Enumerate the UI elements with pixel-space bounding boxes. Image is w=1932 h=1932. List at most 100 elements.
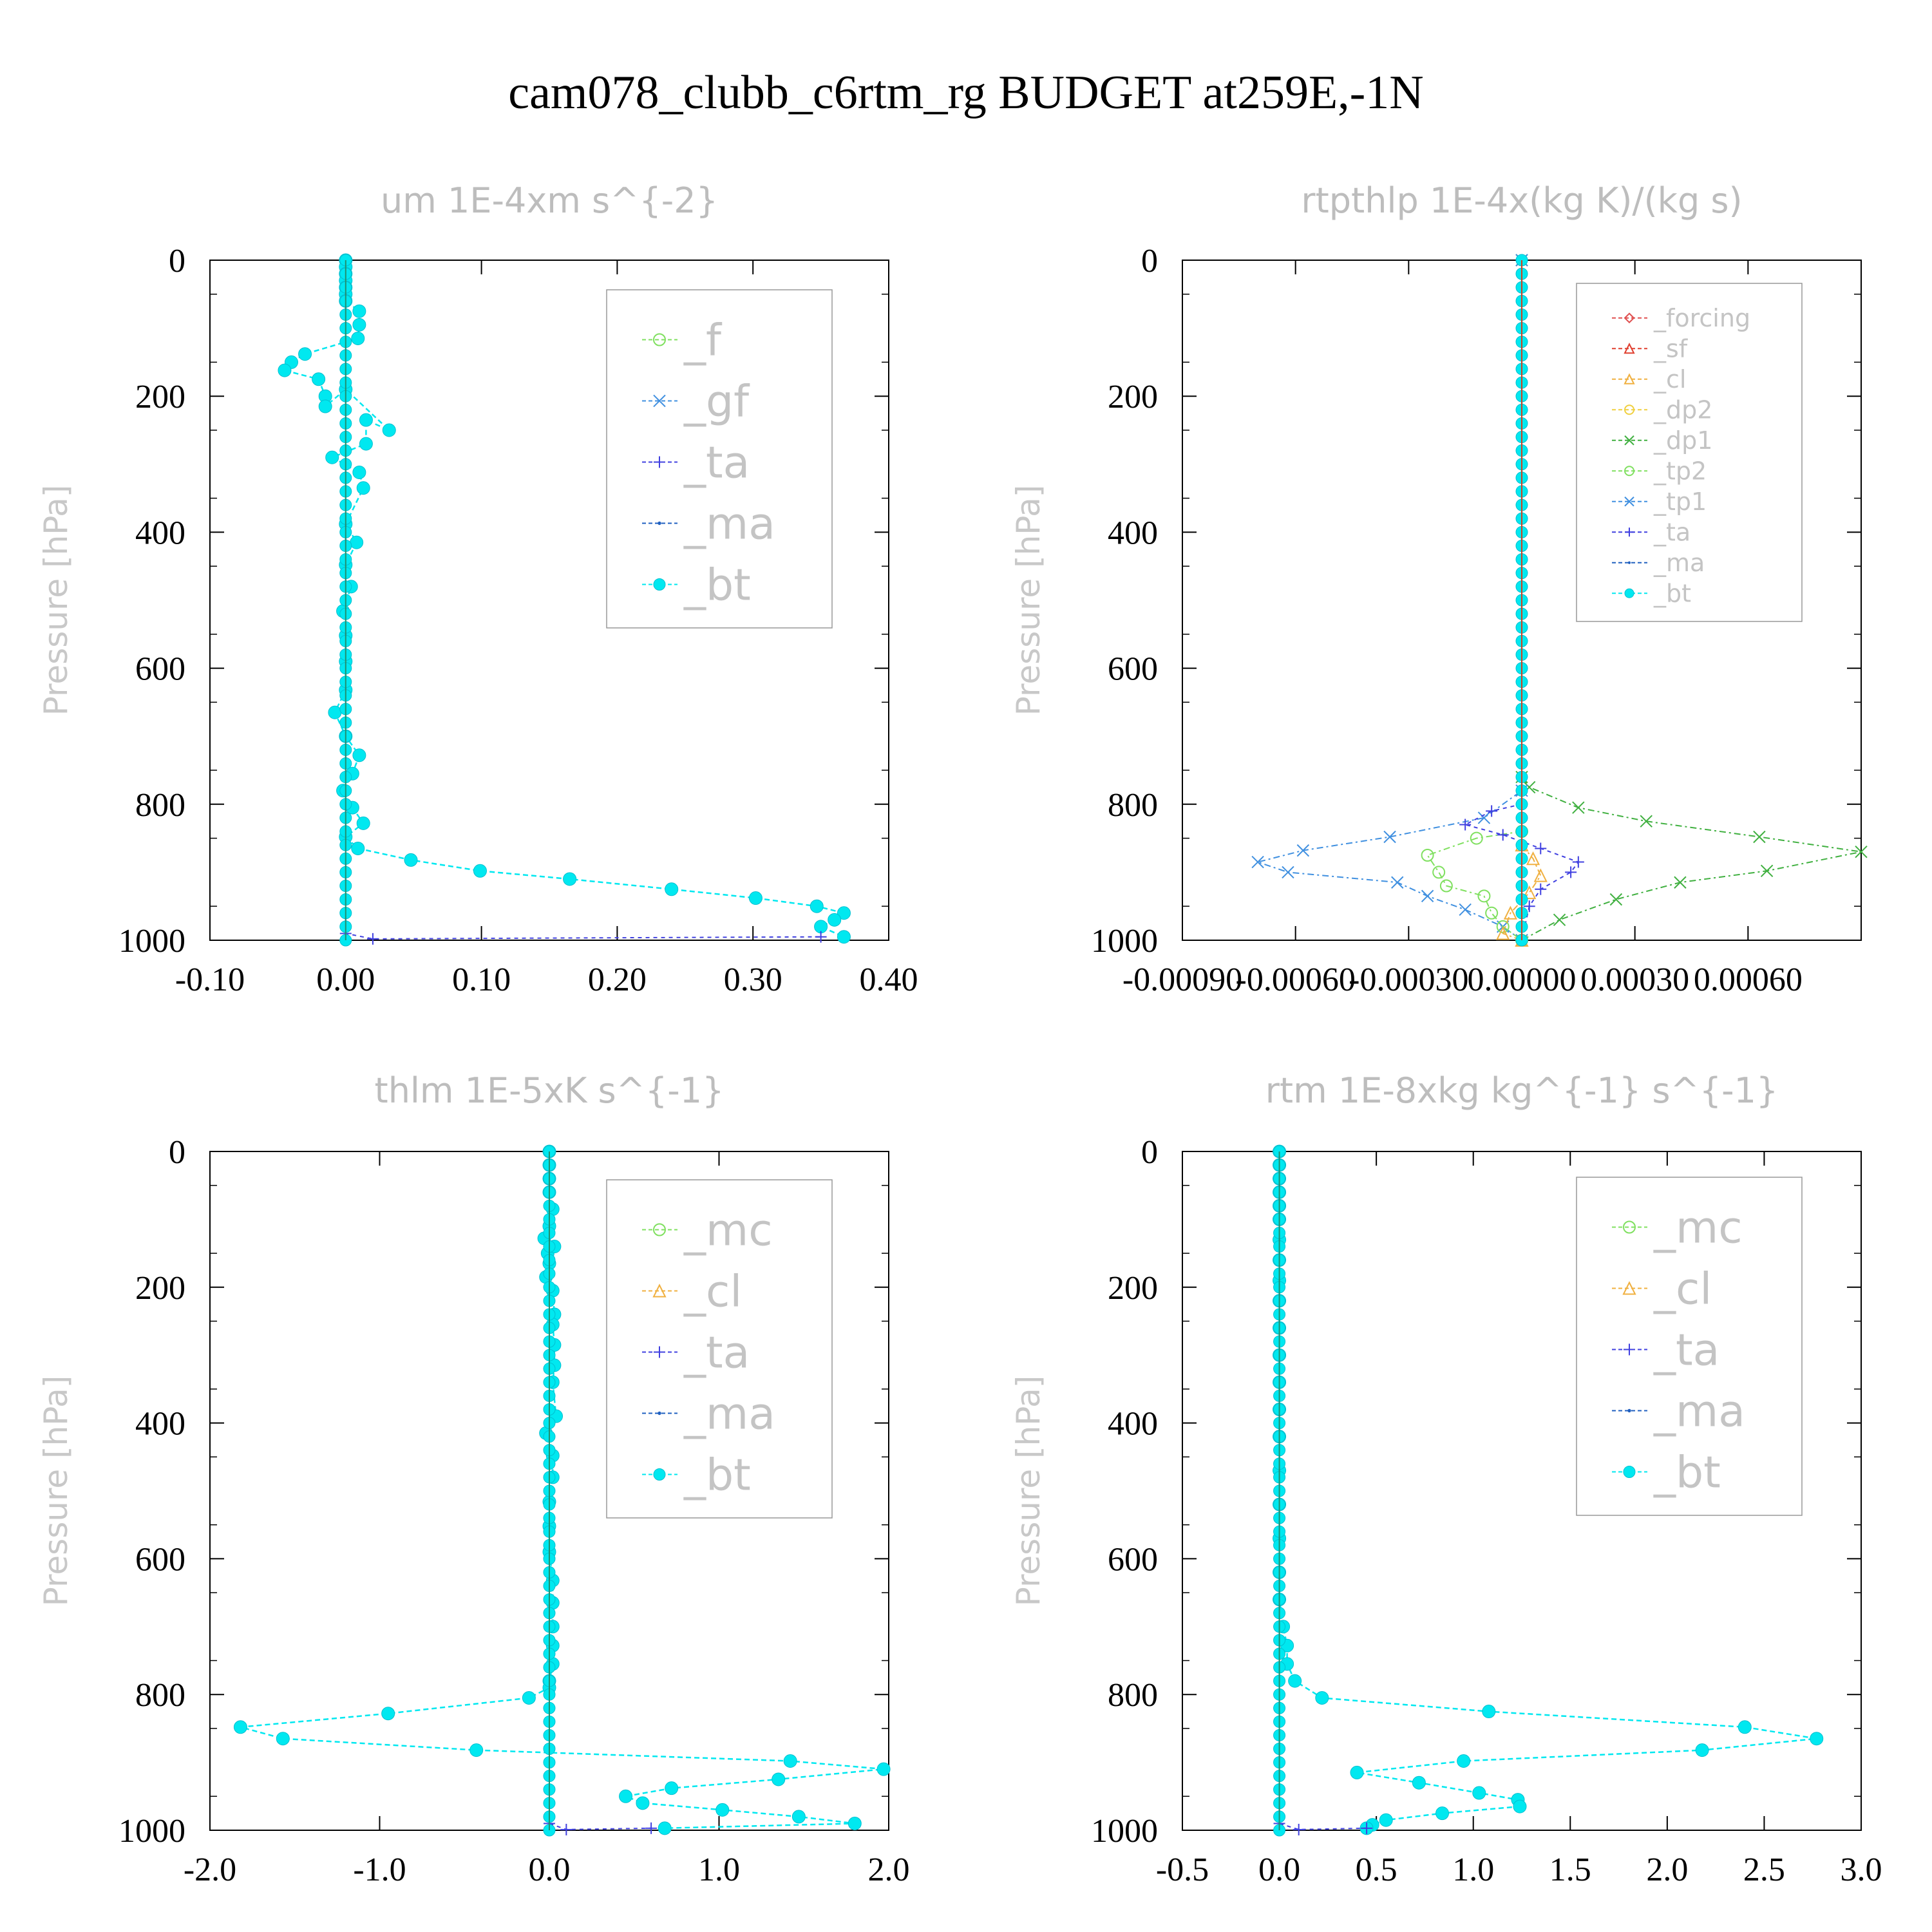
legend-marker-sf [1624, 343, 1635, 354]
series-line-tp1 [1255, 260, 1522, 941]
data-point-bt [276, 1732, 290, 1746]
x-tick-label: 0.00 [316, 961, 375, 998]
y-tick-label: 800 [1108, 1677, 1158, 1714]
data-point-dp1 [1609, 893, 1623, 906]
y-axis-label: Pressure [hPa] [1010, 485, 1047, 716]
y-tick-label: 1000 [1091, 923, 1158, 960]
x-tick-label: 0.5 [1356, 1852, 1397, 1888]
legend-marker-ma [658, 1411, 661, 1416]
y-tick-label: 1000 [118, 923, 185, 960]
data-point-tp1 [1296, 844, 1310, 857]
series-line-dp1 [1521, 260, 1862, 941]
x-tick-label: 0.20 [588, 961, 647, 998]
x-tick-label: 0.00000 [1468, 961, 1577, 998]
data-point-bt [352, 304, 366, 318]
x-tick-label: -2.0 [184, 1852, 236, 1888]
x-tick-label: 1.5 [1549, 1852, 1591, 1888]
data-point-dp1 [1640, 815, 1653, 828]
x-tick-label: -0.00030 [1349, 961, 1468, 998]
x-tick-label: 0.10 [452, 961, 511, 998]
legend-marker-gf [653, 394, 666, 408]
data-point-bt [1379, 1813, 1393, 1827]
data-point-bt [359, 413, 373, 427]
data-point-bt [469, 1743, 484, 1757]
legend-marker-bt [1624, 588, 1634, 598]
data-point-dp1 [1760, 864, 1774, 877]
data-point-bt [325, 450, 339, 464]
data-point-dp1 [1753, 830, 1766, 844]
legend-box [1576, 283, 1803, 622]
data-point-tp1 [1421, 889, 1434, 903]
data-point-bt [278, 363, 292, 377]
legend-box [1576, 1177, 1803, 1516]
x-tick-label: 2.0 [1646, 1852, 1688, 1888]
data-point-bt [328, 705, 342, 719]
data-point-tp1 [1383, 830, 1396, 844]
data-point-bt [772, 1772, 786, 1786]
figure-title: cam078_clubb_c6rtm_rg BUDGET at259E,-1N [508, 66, 1424, 119]
data-point-ta [1523, 900, 1535, 913]
data-point-bt [828, 913, 842, 927]
legend-label: _tp1 [1653, 488, 1707, 516]
data-point-ta [1497, 829, 1509, 841]
data-point-ta [1293, 1823, 1305, 1835]
legend-marker-cl [1624, 373, 1635, 384]
legend-marker-bt [653, 1468, 666, 1481]
y-tick-label: 800 [135, 1677, 185, 1714]
y-tick-label: 600 [135, 1541, 185, 1578]
legend-marker-dp2 [1624, 404, 1634, 415]
data-point-tp1 [1251, 855, 1264, 869]
data-point-bt [352, 317, 366, 332]
data-point-cl [1533, 868, 1548, 882]
data-point-bt [715, 1803, 730, 1817]
data-point-tp2 [1432, 866, 1446, 879]
legend-label: _dp2 [1653, 396, 1712, 424]
chart-panels: um 1E-4xm s^{-2} Pressure [hPa] 0 200 400 600… [37, 180, 1882, 1888]
y-axis-label: Pressure [hPa] [37, 1376, 75, 1607]
data-point-bt [1695, 1743, 1709, 1757]
y-tick-label: 600 [1108, 651, 1158, 688]
data-point-ta [1361, 1822, 1373, 1834]
series-line-ta [1278, 1151, 1367, 1830]
data-point-ta [1486, 805, 1498, 817]
y-tick-label: 0 [169, 243, 185, 279]
legend-label: _f [683, 315, 723, 366]
legend-box [606, 1179, 833, 1519]
data-point-bt [1513, 1799, 1527, 1814]
data-point-bt [318, 399, 332, 413]
data-point-bt [1435, 1806, 1450, 1821]
data-point-bt [1457, 1754, 1471, 1768]
legend-label: _bt [683, 560, 751, 611]
legend-marker-ta [1625, 527, 1634, 537]
legend-box [606, 289, 833, 629]
x-tick-label: -0.00060 [1236, 961, 1356, 998]
legend-label: _ma [683, 498, 775, 549]
data-point-bt [1810, 1732, 1824, 1746]
y-tick-label: 1000 [118, 1813, 185, 1850]
data-point-bt [837, 906, 851, 920]
legend-label: _ta [683, 1327, 750, 1378]
y-tick-label: 400 [135, 515, 185, 551]
x-tick-label: 1.0 [698, 1852, 740, 1888]
y-tick-label: 400 [135, 1406, 185, 1443]
legend-label: _cl [683, 1266, 742, 1317]
x-tick-label: 3.0 [1841, 1852, 1882, 1888]
legend-label: _mc [1653, 1202, 1743, 1253]
data-point-bt [233, 1720, 247, 1734]
data-point-bt [351, 841, 365, 855]
data-point-bt [382, 423, 396, 437]
legend-label: _cl [1653, 365, 1686, 393]
chart-panel-4: rtm 1E-8xkg kg^{-1} s^{-1} Pressure [hPa]… [1010, 1070, 1882, 1888]
legend-label: _ta [683, 437, 750, 488]
data-point-tp1 [1459, 903, 1472, 916]
y-tick-label: 600 [135, 651, 185, 688]
data-point-bt [1288, 1674, 1302, 1688]
legend-label: _forcing [1653, 304, 1750, 332]
chart-panel-1: um 1E-4xm s^{-2} Pressure [hPa] 0 200 400 600… [37, 180, 918, 998]
series-line-cl [1502, 844, 1542, 941]
x-tick-label: 0.30 [724, 961, 782, 998]
data-point-dp1 [1572, 801, 1585, 814]
y-tick-label: 800 [135, 787, 185, 824]
data-point-tp1 [1391, 876, 1404, 889]
